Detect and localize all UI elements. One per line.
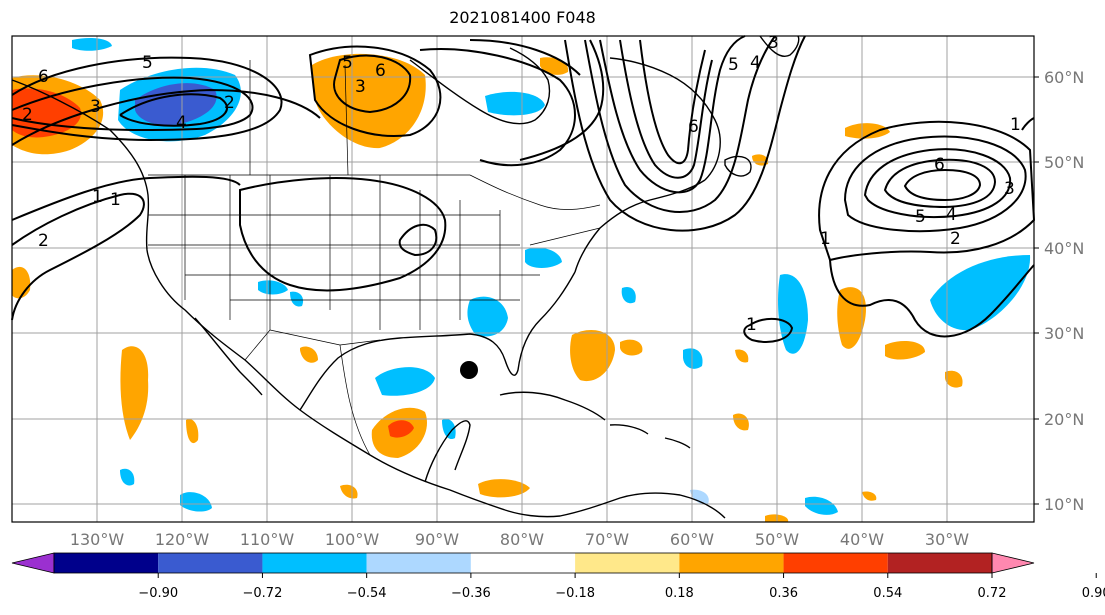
colorbar-cell — [158, 553, 263, 573]
lon-label: 80°W — [500, 530, 544, 549]
colorbar-tick-label: −0.54 — [347, 586, 387, 601]
contour-label: 3 — [1004, 179, 1015, 199]
coastlines — [11, 35, 800, 519]
political-borders — [148, 60, 601, 456]
storm-center-marker — [460, 361, 478, 379]
colorbar-tick-label: −0.90 — [138, 586, 178, 601]
contour-label: 6 — [934, 155, 945, 175]
map-title: 2021081400 F048 — [449, 8, 596, 27]
lon-label: 90°W — [415, 530, 459, 549]
contour-label: 1 — [746, 315, 757, 335]
colorbar-tick-label: 0.90 — [1082, 586, 1105, 601]
latitude-labels: 60°N 50°N 40°N 30°N 20°N 10°N — [1034, 68, 1084, 514]
contour-label: 2 — [22, 105, 33, 125]
lon-label: 60°W — [670, 530, 714, 549]
lon-label: 30°W — [925, 530, 969, 549]
colorbar-outline — [53, 552, 993, 574]
isolines — [11, 35, 1036, 343]
lat-label: 10°N — [1044, 495, 1084, 514]
colorbar-extend-high — [991, 552, 1035, 574]
contour-label: 5 — [915, 207, 926, 227]
longitude-labels: 130°W 120°W 110°W 100°W 90°W 80°W 70°W 6… — [70, 530, 969, 549]
contour-label: 4 — [946, 205, 957, 225]
contour-label: 5 — [342, 53, 353, 73]
contour-label: 6 — [38, 67, 49, 87]
lat-label: 40°N — [1044, 239, 1084, 258]
colorbar-cell — [887, 553, 992, 573]
contour-label: 3 — [355, 77, 366, 97]
contour-label: 5 — [142, 53, 153, 73]
colorbar-cell — [679, 553, 784, 573]
colorbar-cell — [575, 553, 680, 573]
lon-label: 100°W — [325, 530, 380, 549]
contour-label: 1 — [110, 190, 121, 210]
colorbar-tick-label: 0.72 — [978, 586, 1007, 601]
contour-label: 5 — [728, 55, 739, 75]
contour-label: 3 — [90, 97, 101, 117]
colorbar-cell — [54, 553, 159, 573]
anomaly-shading — [12, 38, 1031, 522]
contour-label: 1 — [820, 229, 831, 249]
lat-label: 50°N — [1044, 153, 1084, 172]
map-frame — [11, 35, 1035, 523]
lat-label: 60°N — [1044, 68, 1084, 87]
contour-label: 2 — [950, 229, 961, 249]
lon-label: 110°W — [240, 530, 295, 549]
contour-label: 2 — [224, 93, 235, 113]
colorbar-cell — [366, 553, 471, 573]
contour-label: 6 — [375, 61, 386, 81]
lon-label: 130°W — [70, 530, 125, 549]
contour-label: 6 — [688, 117, 699, 137]
colorbar: −0.90 −0.72 −0.54 −0.36 −0.18 0.18 0.36 0.54 0.7… — [11, 552, 1105, 601]
colorbar-cell — [262, 553, 367, 573]
lon-label: 50°W — [755, 530, 799, 549]
lon-label: 40°W — [840, 530, 884, 549]
colorbar-tick-label: 0.18 — [665, 586, 694, 601]
colorbar-tick-label: −0.36 — [451, 586, 491, 601]
contour-label: 1 — [1010, 115, 1021, 135]
colorbar-tick-label: 0.54 — [873, 586, 902, 601]
colorbar-extend-low — [11, 552, 55, 574]
lon-label: 120°W — [155, 530, 210, 549]
colorbar-tick-label: −0.18 — [555, 586, 595, 601]
colorbar-cell — [783, 553, 888, 573]
colorbar-cell — [470, 553, 576, 573]
contour-label: 4 — [176, 113, 187, 133]
contour-label: 2 — [38, 231, 49, 251]
lon-label: 70°W — [585, 530, 629, 549]
contour-label: 3 — [768, 33, 779, 53]
colorbar-tick-label: −0.72 — [243, 586, 283, 601]
lat-label: 20°N — [1044, 410, 1084, 429]
gridlines — [12, 36, 1034, 522]
contour-labels: 6 5 4 3 2 1 5 6 3 2 1 2 1 5 4 3 6 6 5 4 … — [22, 33, 1021, 335]
colorbar-tick-label: 0.36 — [769, 586, 798, 601]
lat-label: 30°N — [1044, 324, 1084, 343]
contour-label: 1 — [92, 187, 103, 207]
contour-label: 4 — [750, 53, 761, 73]
